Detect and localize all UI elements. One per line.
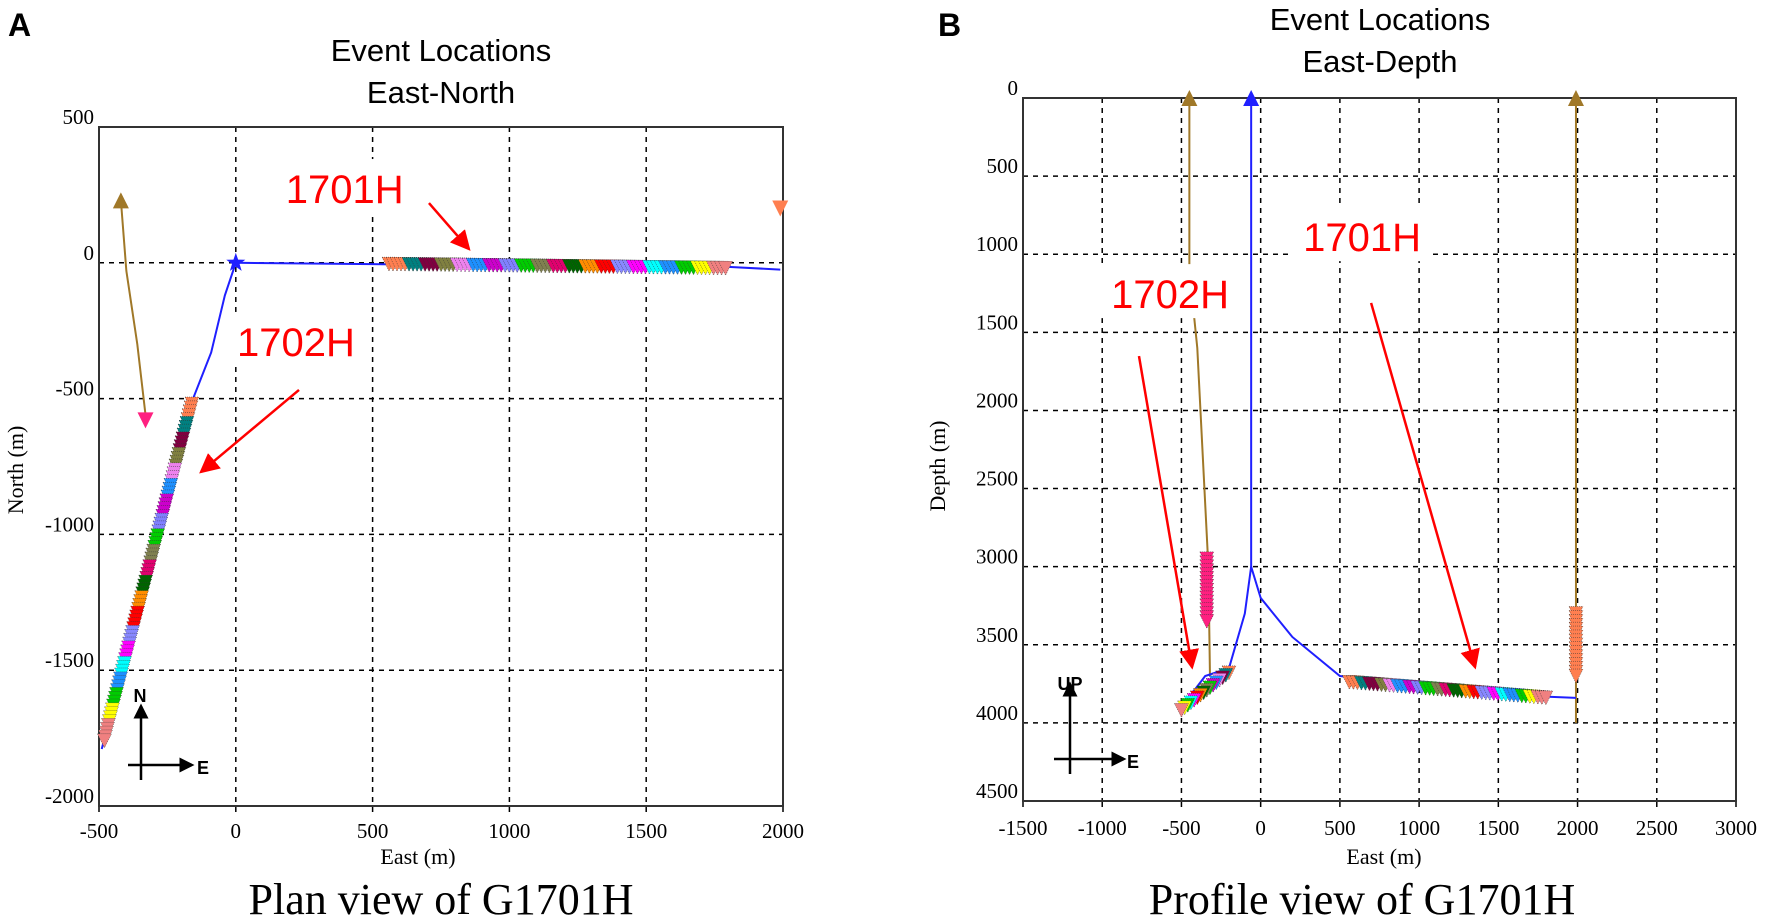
y-tick-label: 4000 [976, 701, 1018, 725]
y-tick-label: 2500 [976, 467, 1018, 491]
chart-subtitle: East-North [367, 75, 515, 110]
y-axis-label: Depth (m) [925, 420, 950, 511]
x-tick-label: 0 [1255, 816, 1266, 840]
x-tick-label: 500 [357, 819, 389, 843]
wellhead-triangle-up-icon [1181, 90, 1198, 106]
wellhead-star-icon [226, 252, 246, 271]
panel-label: A [8, 7, 31, 43]
chart-subtitle: East-Depth [1302, 44, 1457, 79]
y-tick-label: -1500 [45, 648, 94, 672]
plot-frame [98, 126, 784, 807]
x-axis-label: East (m) [380, 844, 455, 869]
wellhead-triangle-down-icon [137, 412, 154, 429]
y-tick-label: 3500 [976, 623, 1018, 647]
y-tick-label: 1000 [976, 232, 1018, 256]
x-tick-label: -500 [1162, 816, 1201, 840]
annotation-arrow [428, 202, 471, 251]
x-axis-label: East (m) [1346, 844, 1421, 869]
y-tick-label: 2000 [976, 388, 1018, 412]
compass-label-east: E [197, 758, 209, 778]
chart-title: Event Locations [1270, 2, 1491, 37]
well-annotation-label: 1701H [1303, 216, 1421, 260]
well-annotation-label: 1702H [237, 321, 355, 365]
y-tick-label: -500 [56, 377, 95, 401]
y-tick-label: 0 [1008, 76, 1019, 100]
panel-caption: Plan view of G1701H [249, 875, 634, 919]
panel-label: B [938, 7, 961, 43]
x-tick-label: 3000 [1715, 816, 1757, 840]
well-annotation-label: 1701H [286, 168, 404, 212]
annotation-background [225, 311, 366, 366]
microseismic-event-observation-1 [1199, 614, 1215, 629]
x-tick-label: 500 [1324, 816, 1356, 840]
well-trajectory-1701H [1250, 98, 1577, 699]
well-annotation-label: 1702H [1111, 273, 1229, 317]
x-tick-label: -1500 [999, 816, 1048, 840]
y-tick-label: 500 [987, 154, 1019, 178]
well-trajectory-observation [119, 200, 147, 416]
annotation-background [1292, 207, 1433, 262]
annotation-background [1100, 264, 1241, 319]
panel-caption: Profile view of G1701H [1149, 875, 1576, 919]
x-tick-label: 1500 [625, 819, 667, 843]
microseismic-event-1702H [1174, 703, 1189, 718]
microseismic-event-1701H [718, 260, 733, 276]
chart-title: Event Locations [331, 33, 552, 68]
x-tick-label: 2000 [762, 819, 804, 843]
microseismic-event-1702H [97, 733, 112, 749]
annotation-arrow [1137, 355, 1199, 670]
x-tick-label: 1000 [1398, 816, 1440, 840]
annotation-background [274, 159, 415, 214]
y-tick-label: 3000 [976, 545, 1018, 569]
y-tick-label: -1000 [45, 512, 94, 536]
wellhead-triangle-down-icon [772, 200, 789, 217]
x-tick-label: 2000 [1557, 816, 1599, 840]
annotation-arrow [1369, 302, 1480, 670]
plot-frame [1022, 97, 1737, 802]
wellhead-triangle-up-icon [1243, 90, 1260, 106]
microseismic-event-observation-2 [1568, 668, 1584, 684]
x-tick-label: 1500 [1477, 816, 1519, 840]
compass-label-up: UP [1057, 674, 1082, 694]
annotation-arrow [199, 388, 300, 474]
compass-label-up: N [134, 686, 147, 706]
x-tick-label: 0 [231, 819, 242, 843]
x-tick-label: 2500 [1636, 816, 1678, 840]
x-tick-label: -1000 [1078, 816, 1127, 840]
y-tick-label: 0 [84, 241, 95, 265]
y-tick-label: 4500 [976, 779, 1018, 803]
y-axis-label: North (m) [3, 426, 28, 515]
x-tick-label: -500 [80, 819, 119, 843]
y-tick-label: -2000 [45, 784, 94, 808]
y-tick-label: 1500 [976, 310, 1018, 334]
microseismic-event-1701H [1538, 690, 1554, 706]
panel-b-profile-view: B Event Locations East-Depth -1500 -1000 -500… [925, 2, 1757, 919]
wellhead-triangle-up-icon [1567, 90, 1584, 106]
compass-label-east: E [1127, 752, 1139, 772]
x-tick-label: 1000 [488, 819, 530, 843]
panel-a-plan-view: A Event Locations East-North -500 0 500 1000 15… [3, 7, 804, 919]
y-tick-label: 500 [63, 105, 95, 129]
wellhead-triangle-up-icon [112, 192, 129, 209]
